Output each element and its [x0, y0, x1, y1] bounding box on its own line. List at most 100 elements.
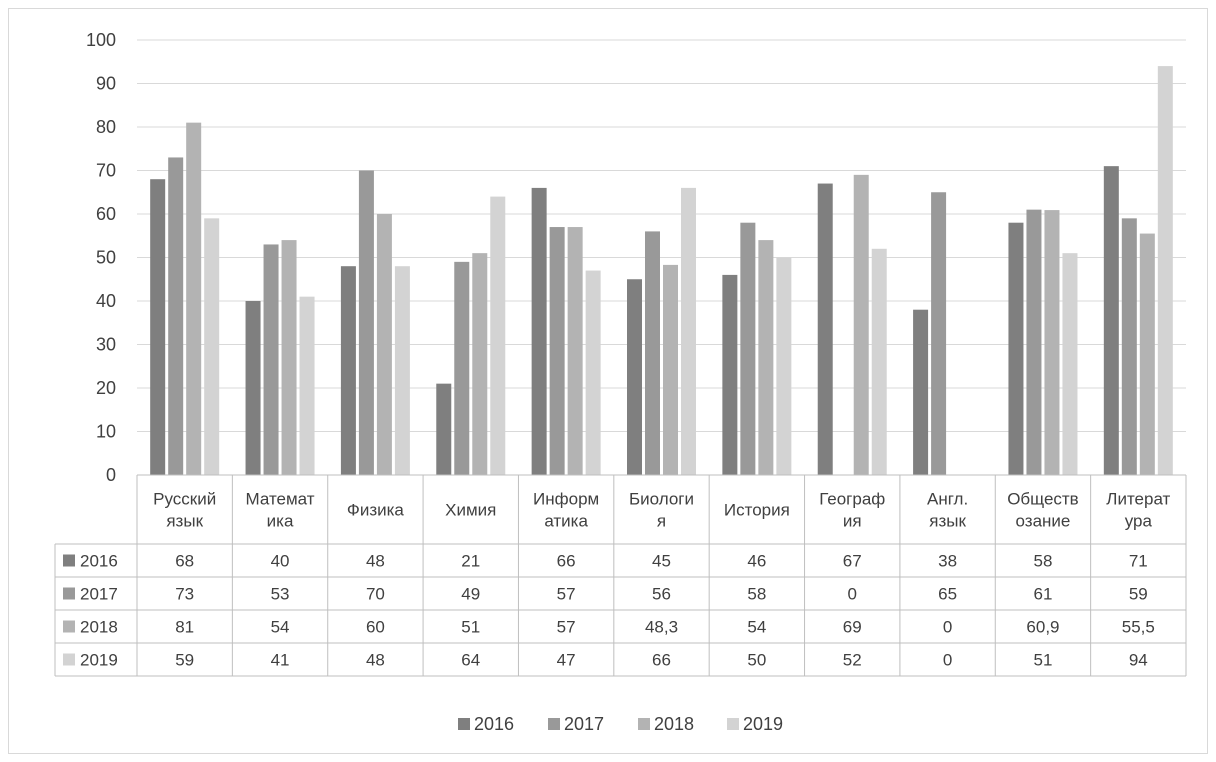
chart-frame — [8, 8, 1208, 754]
bar — [150, 179, 166, 475]
bar — [186, 122, 202, 476]
table-cell: 51 — [461, 618, 480, 637]
y-tick-label: 80 — [96, 117, 116, 137]
table-cell: 73 — [175, 585, 194, 604]
table-cell: 50 — [747, 651, 766, 670]
bar — [394, 266, 410, 475]
table-cell: 64 — [461, 651, 480, 670]
table-cell: 57 — [557, 585, 576, 604]
category-label: Географ — [819, 490, 885, 509]
legend-label: 2017 — [564, 714, 604, 734]
row-legend-swatch — [63, 653, 75, 666]
bar — [585, 270, 601, 475]
table-cell: 54 — [271, 618, 290, 637]
table-cell: 58 — [1033, 552, 1052, 571]
category-label: Информ — [533, 490, 599, 509]
category-label: я — [657, 512, 666, 531]
legend-swatch — [638, 718, 650, 730]
bar — [1157, 66, 1173, 475]
category-label: ура — [1125, 512, 1153, 531]
row-series-label: 2016 — [80, 552, 118, 571]
legend: 2016 2017 2018 2019 — [458, 714, 783, 734]
table-cell: 48 — [366, 552, 385, 571]
y-tick-label: 0 — [106, 465, 116, 485]
table-cell: 70 — [366, 585, 385, 604]
y-tick-label: 70 — [96, 161, 116, 181]
table-cell: 46 — [747, 552, 766, 571]
legend-swatch — [458, 718, 470, 730]
bar — [645, 231, 660, 475]
y-axis-ticks: 0 10 20 30 40 50 60 70 80 90 100 — [86, 30, 116, 485]
table-cell: 61 — [1033, 585, 1052, 604]
bar — [1139, 233, 1155, 475]
bar — [436, 383, 452, 475]
table-cell: 57 — [557, 618, 576, 637]
bar — [817, 183, 833, 476]
table-cell: 66 — [652, 651, 671, 670]
table-cell: 69 — [843, 618, 862, 637]
table-cell: 40 — [271, 552, 290, 571]
table-cell: 38 — [938, 552, 957, 571]
row-legend-swatch — [63, 620, 75, 633]
table-cell: 0 — [943, 651, 952, 670]
bar — [740, 222, 756, 475]
y-tick-label: 90 — [96, 74, 116, 94]
table-cell: 66 — [557, 552, 576, 571]
category-label: Химия — [445, 501, 496, 520]
table-cell: 52 — [843, 651, 862, 670]
category-label: Математ — [246, 490, 315, 509]
legend-swatch — [548, 718, 560, 730]
category-label: Обществ — [1007, 490, 1079, 509]
bar — [567, 227, 583, 475]
bar — [340, 266, 356, 475]
table-cell: 21 — [461, 552, 480, 571]
table-cell: 48,3 — [645, 618, 678, 637]
legend-label: 2016 — [474, 714, 514, 734]
bar — [281, 240, 297, 475]
bar — [1026, 209, 1042, 475]
y-tick-label: 50 — [96, 248, 116, 268]
bar — [245, 301, 261, 475]
bar — [204, 218, 220, 475]
bar — [549, 227, 565, 475]
bar — [931, 192, 947, 475]
table-cell: 58 — [747, 585, 766, 604]
category-label: озание — [1016, 512, 1071, 531]
bar — [776, 257, 792, 475]
table-cell: 0 — [847, 585, 856, 604]
row-series-label: 2019 — [80, 651, 118, 670]
table-cell: 81 — [175, 618, 194, 637]
category-label: Биологи — [629, 490, 694, 509]
bar — [627, 279, 642, 475]
bar — [1044, 210, 1060, 475]
y-tick-label: 40 — [96, 291, 116, 311]
bar — [454, 261, 470, 475]
table-cell: 54 — [747, 618, 766, 637]
category-label: язык — [166, 512, 203, 531]
bar — [663, 264, 678, 475]
bar — [490, 196, 506, 475]
bar — [168, 157, 184, 475]
bar — [472, 253, 488, 475]
table-cell: 71 — [1129, 552, 1148, 571]
bar — [263, 244, 279, 475]
bar — [358, 170, 374, 475]
y-tick-label: 10 — [96, 422, 116, 442]
bar — [1103, 166, 1119, 475]
category-label: История — [724, 501, 790, 520]
row-series-label: 2017 — [80, 585, 118, 604]
category-label: атика — [544, 512, 588, 531]
bar — [1008, 222, 1024, 475]
bar — [871, 248, 887, 475]
legend-label: 2019 — [743, 714, 783, 734]
y-tick-label: 30 — [96, 335, 116, 355]
category-label: Англ. — [927, 490, 968, 509]
table-cell: 0 — [943, 618, 952, 637]
table-cell: 55,5 — [1122, 618, 1155, 637]
category-label: ика — [267, 512, 294, 531]
category-label: Физика — [347, 501, 405, 520]
bar — [722, 274, 738, 475]
table-cell: 59 — [1129, 585, 1148, 604]
table-cell: 59 — [175, 651, 194, 670]
y-tick-label: 20 — [96, 378, 116, 398]
